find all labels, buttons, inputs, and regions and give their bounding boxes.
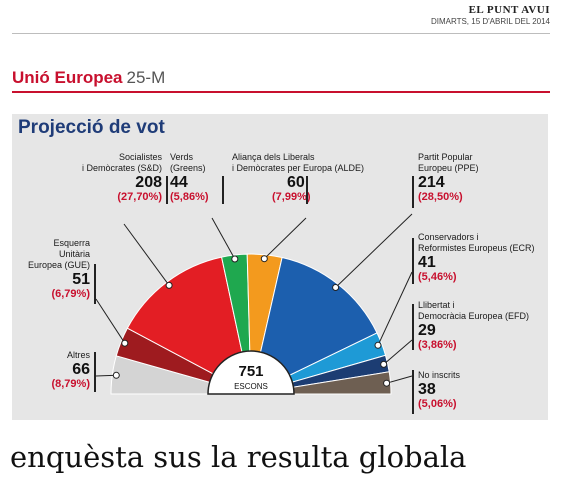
section-header: Unió Europea 25-M [12, 68, 165, 88]
issue-date: DIMARTS, 15 D'ABRIL DEL 2014 [430, 17, 550, 26]
bracket-sd [166, 176, 168, 204]
leader-dot-0 [112, 371, 120, 379]
leader-dot-6 [374, 341, 382, 349]
hemicycle-chart: 751 ESCONS [95, 213, 413, 395]
masthead: EL PUNT AVUI DIMARTS, 15 D'ABRIL DEL 201… [431, 4, 550, 26]
leader-dot-1 [121, 339, 129, 347]
label-ppe: Partit Popular Europeu (PPE) 214 (28,50%… [418, 152, 479, 203]
section-tag: 25-M [126, 68, 166, 87]
newspaper-name: EL PUNT AVUI [468, 4, 550, 16]
center-badge [207, 350, 295, 395]
label-efd: Llibertat i Democràcia Europea (EFD) 29 … [418, 300, 530, 351]
bracket-efd [412, 304, 414, 350]
leader-dot-2 [165, 281, 173, 289]
leader-dot-8 [383, 379, 391, 387]
label-ni: No inscrits 38 (5,06%) [418, 370, 461, 410]
leader-line-3 [211, 217, 236, 260]
section-rule [12, 91, 550, 93]
label-greens: Verds (Greens) 44 (5,86%) [170, 152, 209, 203]
total-label: ESCONS [234, 382, 268, 391]
bracket-gue [94, 264, 96, 304]
leader-dot-5 [332, 284, 340, 291]
label-ecr: Conservadors i Reformistes Europeus (ECR… [418, 232, 535, 283]
leader-line-8 [386, 375, 413, 384]
leader-line-2 [123, 223, 170, 286]
section-name: Unió Europea [12, 68, 123, 87]
leader-line-4 [263, 217, 307, 260]
label-altres: Altres 66 (8,79%) [51, 350, 90, 390]
leader-line-6 [377, 271, 413, 346]
label-sd: Socialistes i Demòcrates (S&D) 208 (27,7… [81, 152, 162, 203]
bracket-ni [412, 370, 414, 414]
top-rule [12, 33, 550, 34]
caption: enquèsta sus la resulta globala [10, 440, 467, 474]
leader-dot-7 [380, 360, 388, 368]
leader-line-7 [383, 339, 413, 365]
label-alde: Aliança dels Liberals i Demòcrates per E… [232, 152, 365, 203]
total-seats: 751 [238, 363, 263, 380]
leader-line-5 [335, 213, 413, 288]
leader-dot-3 [231, 255, 239, 263]
leader-dot-4 [260, 255, 268, 263]
bracket-alde [306, 176, 308, 204]
bracket-greens [222, 176, 224, 204]
chart-title: Projecció de vot [18, 117, 165, 138]
bracket-ppe [412, 176, 414, 208]
bracket-altres [94, 352, 96, 392]
label-gue: Esquerra Unitària Europea (GUE) 51 (6,79… [27, 238, 90, 300]
chart-panel: Projecció de vot 751 ESCONS Socialistes … [12, 114, 548, 420]
bracket-ecr [412, 238, 414, 284]
leader-line-1 [95, 298, 126, 344]
